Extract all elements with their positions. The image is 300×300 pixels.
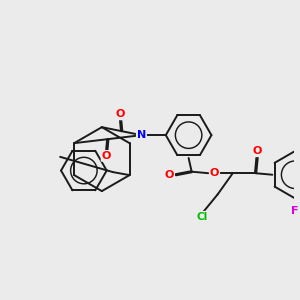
Text: N: N bbox=[137, 130, 146, 140]
Text: Cl: Cl bbox=[197, 212, 208, 222]
Text: O: O bbox=[116, 110, 125, 119]
Text: O: O bbox=[164, 170, 174, 180]
Text: O: O bbox=[102, 151, 111, 161]
Text: O: O bbox=[210, 168, 219, 178]
Text: O: O bbox=[252, 146, 262, 156]
Text: F: F bbox=[291, 206, 299, 216]
